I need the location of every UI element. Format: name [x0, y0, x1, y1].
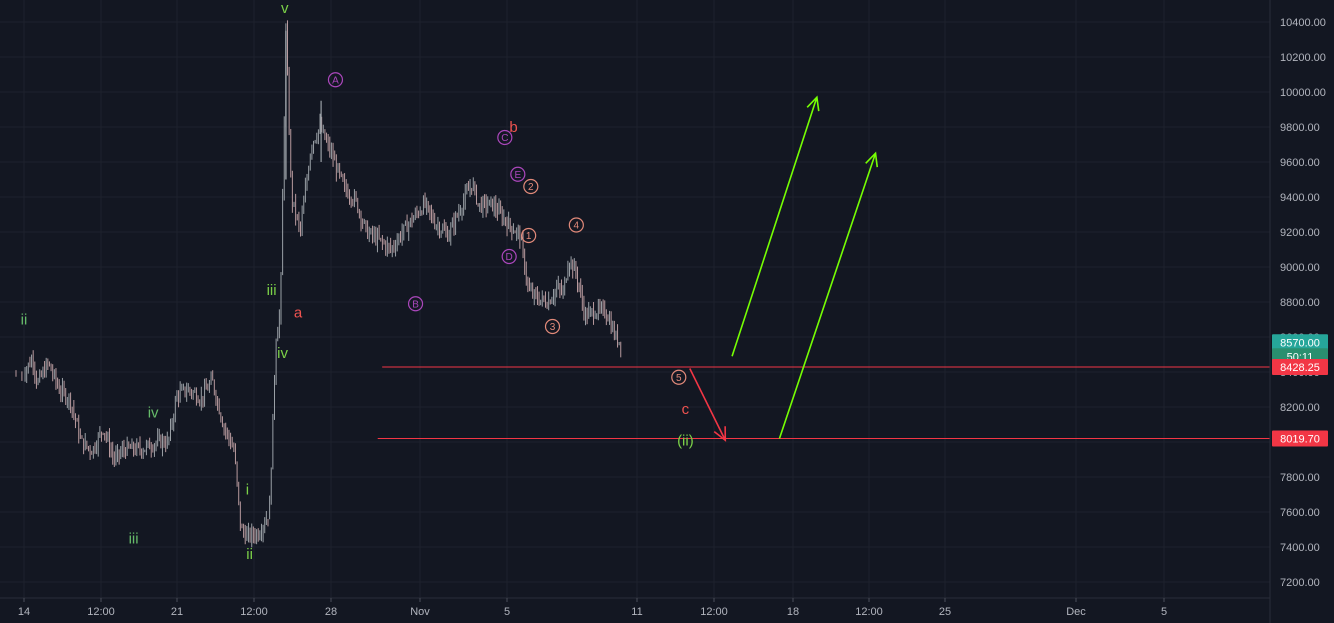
arrow-line[interactable] [689, 368, 727, 441]
wave-label: iii [129, 530, 139, 547]
y-tick-label: 7600.00 [1280, 507, 1320, 519]
x-tick-label: 12:00 [700, 606, 728, 618]
circle-marker-label: D [506, 252, 513, 263]
circle-marker-label: 3 [550, 322, 556, 333]
circle-marker [497, 129, 513, 146]
price-badge [1272, 334, 1328, 351]
arrow-head [806, 95, 820, 112]
y-tick-label: 7200.00 [1280, 577, 1320, 589]
wave-label: c [682, 401, 690, 418]
wave-label: i [246, 481, 249, 498]
x-tick-label: Nov [410, 606, 430, 618]
x-tick-label: 14 [18, 606, 30, 618]
y-tick-label: 9400.00 [1280, 192, 1320, 204]
wave-label: iv [277, 345, 288, 362]
horizontal-levels[interactable] [377, 366, 1270, 440]
circle-marker-label: E [514, 170, 521, 181]
wave-label: a [294, 305, 303, 322]
wave-label: (ii) [677, 432, 694, 449]
y-tick-label: 8800.00 [1280, 297, 1320, 309]
price-badge [1272, 359, 1328, 376]
projection-arrows[interactable] [689, 95, 879, 442]
circle-marker [523, 178, 539, 195]
y-tick-label: 8200.00 [1280, 402, 1320, 414]
circle-marker [544, 318, 561, 335]
circle-marker [501, 248, 517, 265]
x-tick-label: 18 [787, 606, 799, 618]
arrow-line[interactable] [731, 97, 818, 357]
grid-lines [0, 0, 1270, 598]
price-axis[interactable]: 7200.007400.007600.007800.008000.008200.… [1280, 17, 1326, 589]
x-tick-label: 5 [1161, 606, 1167, 618]
y-tick-label: 9800.00 [1280, 122, 1320, 134]
time-axis[interactable]: 14 12:00 21 12:00 28 Nov 5 11 12:00 18 12:00 25 Dec 5 [18, 598, 1167, 618]
y-tick-label: 9200.00 [1280, 227, 1320, 239]
wave-label: iii [267, 282, 277, 299]
circle-marker-label: A [332, 75, 339, 86]
circle-marker-label: 1 [526, 231, 532, 242]
circle-marker-label: B [412, 299, 419, 310]
y-tick-label: 10200.00 [1280, 52, 1326, 64]
y-tick-label: 7800.00 [1280, 472, 1320, 484]
plot-background [0, 0, 1270, 598]
circle-marker [521, 227, 537, 244]
x-tick-label: 5 [504, 606, 510, 618]
x-tick-label: 12:00 [855, 606, 883, 618]
circle-marker [671, 369, 687, 385]
x-tick-label: 12:00 [240, 606, 268, 618]
circle-marker [510, 166, 526, 182]
wave-label: ii [21, 312, 28, 329]
x-tick-label: 28 [325, 606, 337, 618]
wave-label: iv [148, 404, 159, 421]
circle-marker-label: 2 [528, 182, 534, 193]
wave-label: b [509, 119, 517, 136]
circle-marker [407, 296, 424, 312]
price-badge [1272, 430, 1328, 447]
price-candles [15, 20, 622, 548]
y-tick-label: 10000.00 [1280, 87, 1326, 99]
wave-label: ii [246, 546, 253, 563]
y-tick-label: 9600.00 [1280, 157, 1320, 169]
arrow-line[interactable] [778, 152, 877, 439]
price-badge-text: 8019.70 [1280, 434, 1320, 446]
arrow-head [713, 426, 727, 442]
y-tick-label: 7400.00 [1280, 542, 1320, 554]
x-tick-label: Dec [1066, 606, 1086, 618]
x-tick-label: 12:00 [87, 606, 115, 618]
circle-marker [568, 217, 584, 233]
price-badge-text: 8428.25 [1280, 362, 1320, 374]
arrow-head [865, 151, 879, 168]
circle-marker-label: C [501, 133, 508, 144]
x-tick-label: 11 [631, 606, 642, 618]
y-tick-label: 10400.00 [1280, 17, 1326, 29]
price-badge-text: 8570.00 [1280, 337, 1320, 349]
circle-marker-label: 5 [676, 373, 682, 384]
wave-label: v [281, 0, 289, 17]
y-tick-label: 9000.00 [1280, 262, 1320, 274]
x-tick-label: 25 [939, 606, 951, 618]
circle-marker-label: 4 [574, 221, 580, 232]
x-tick-label: 21 [171, 606, 183, 618]
circle-marker [327, 72, 344, 88]
